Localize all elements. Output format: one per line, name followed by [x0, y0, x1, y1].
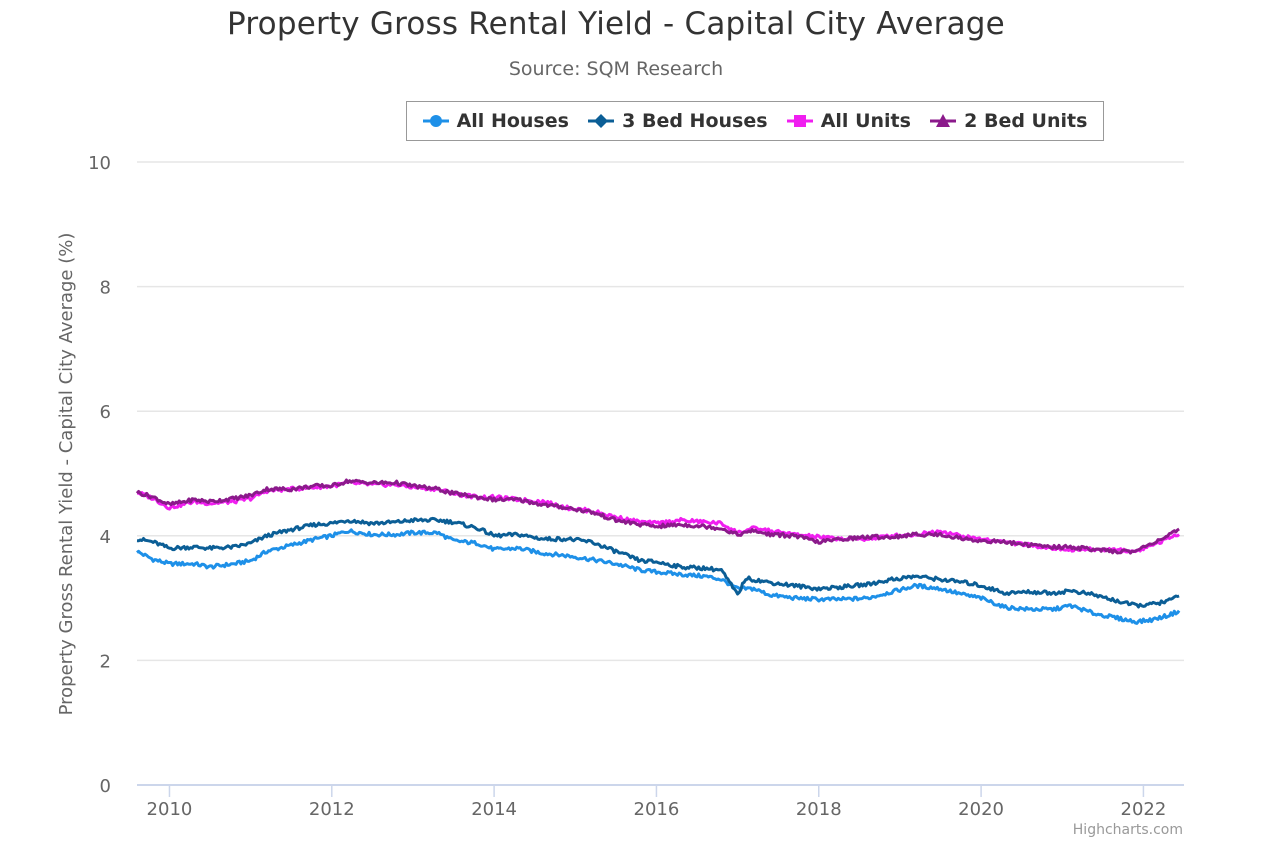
- legend-label: 3 Bed Houses: [622, 110, 768, 132]
- legend-item-2-bed-units[interactable]: 2 Bed Units: [930, 110, 1087, 132]
- legend-item-3-bed-houses[interactable]: 3 Bed Houses: [588, 110, 768, 132]
- y-tick-label: 2: [100, 651, 111, 672]
- legend-label: All Units: [820, 110, 911, 132]
- x-tick-label: 2010: [147, 799, 193, 820]
- chart-subtitle: Source: SQM Research: [508, 58, 724, 80]
- legend-item-all-houses[interactable]: All Houses: [422, 110, 569, 132]
- series-line-all-units: [137, 479, 1181, 554]
- x-tick-label: 2018: [796, 799, 842, 820]
- y-axis-ticks: 0 2 4 6 8 10: [88, 153, 111, 797]
- legend-label: All Houses: [456, 110, 569, 132]
- x-tick-label: 2016: [634, 799, 680, 820]
- series-line-3-bed-houses: [136, 516, 1180, 609]
- legend-symbol-circle-icon: [422, 115, 449, 127]
- grid-lines: [137, 161, 1184, 662]
- legend-symbol-square-icon: [786, 115, 813, 127]
- legend-item-all-units[interactable]: All Units: [786, 110, 911, 132]
- chart-title: Property Gross Rental Yield - Capital Ci…: [227, 6, 1005, 42]
- x-tick-label: 2020: [958, 799, 1004, 820]
- legend-symbol-diamond-icon: [588, 114, 615, 128]
- series-lines: [135, 478, 1181, 625]
- credit-link[interactable]: Highcharts.com: [1072, 822, 1183, 838]
- x-tick-label: 2012: [309, 799, 355, 820]
- legend-label: 2 Bed Units: [964, 110, 1088, 132]
- chart-legend: All Houses 3 Bed Houses All Units 2 Bed …: [406, 101, 1104, 141]
- y-tick-label: 8: [100, 278, 111, 299]
- y-tick-label: 0: [100, 776, 111, 797]
- y-tick-label: 10: [88, 153, 111, 174]
- x-tick-label: 2014: [471, 799, 517, 820]
- series-line-all-houses: [136, 528, 1181, 625]
- legend-symbol-triangle-icon: [930, 114, 957, 127]
- y-tick-label: 6: [100, 402, 111, 423]
- y-tick-label: 4: [100, 527, 111, 548]
- x-axis: 2010 2012 2014 2016 2018 2020 2022: [137, 784, 1184, 820]
- series-line-2-bed-units: [135, 478, 1180, 555]
- y-axis-label: Property Gross Rental Yield - Capital Ci…: [56, 233, 77, 716]
- x-tick-label: 2022: [1121, 799, 1167, 820]
